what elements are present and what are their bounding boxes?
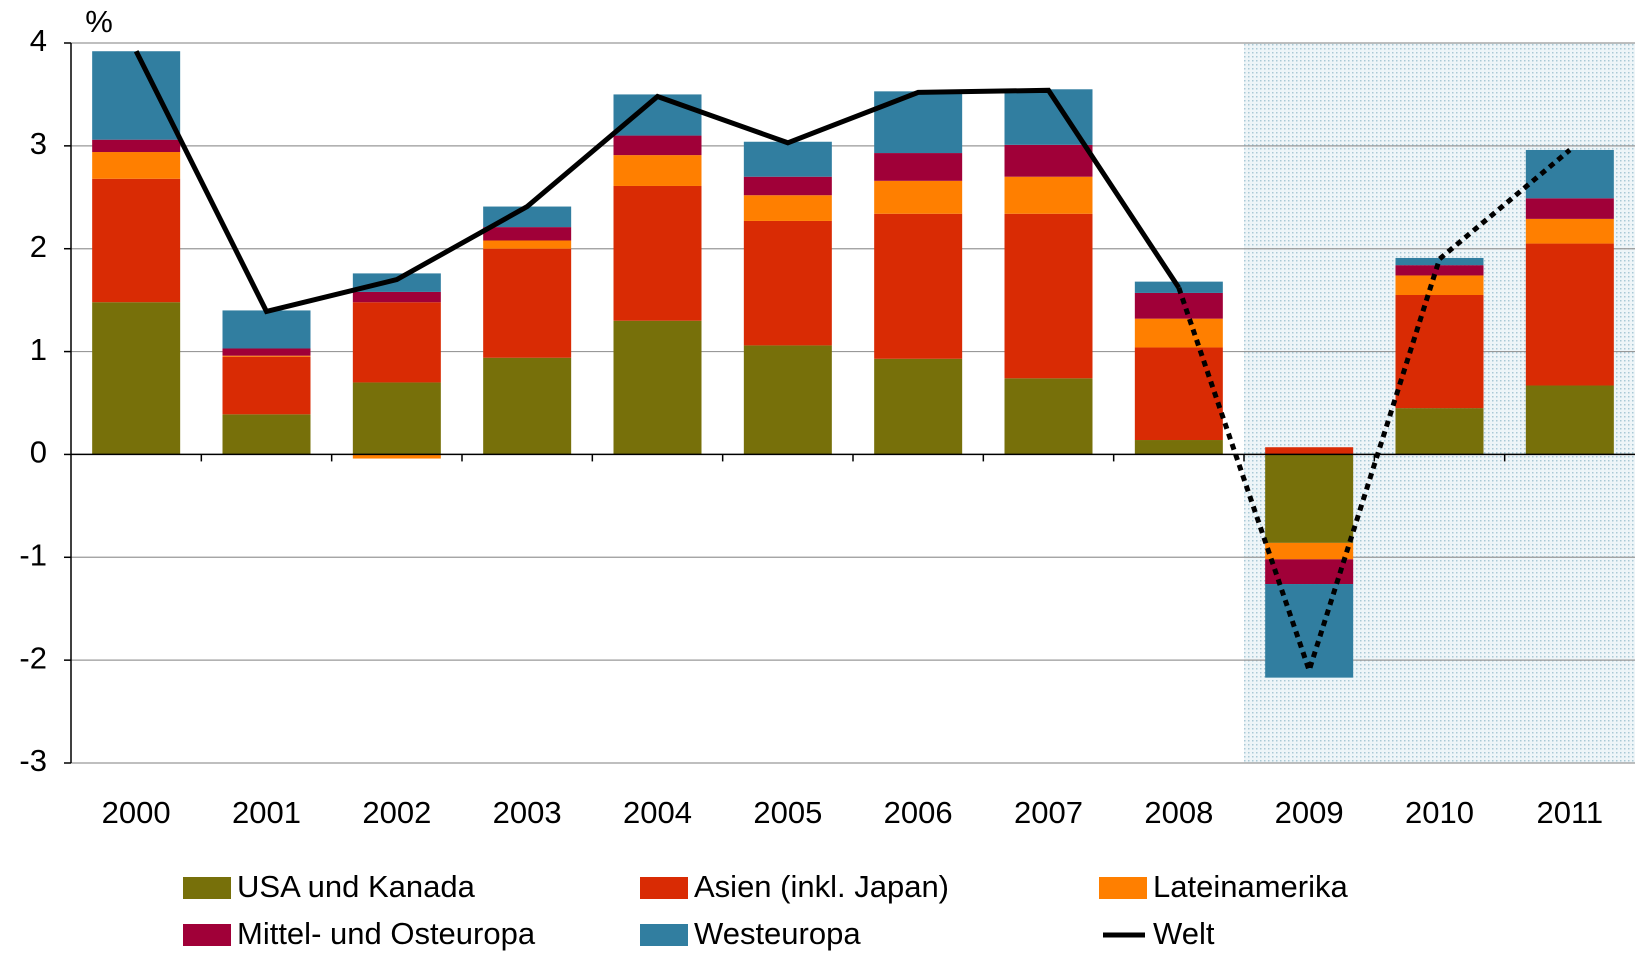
legend-swatch: [1099, 877, 1147, 899]
bar-segment: [743, 220, 832, 346]
bar-segment: [352, 382, 441, 455]
legend-label: Westeuropa: [694, 916, 861, 951]
bar-segment: [483, 248, 572, 358]
x-tick-label: 2000: [102, 795, 171, 830]
legend-label: USA und Kanada: [237, 869, 476, 904]
bar-segment: [743, 141, 832, 177]
bar-segment: [1265, 454, 1354, 543]
bar-segment: [874, 91, 963, 154]
bar-segment: [483, 206, 572, 228]
bar-segment: [92, 178, 181, 303]
bar-segment: [613, 320, 702, 455]
bar-segment: [1265, 447, 1354, 455]
y-tick-label: 0: [30, 435, 47, 470]
x-tick-label: 2006: [884, 795, 953, 830]
x-tick-label: 2002: [362, 795, 431, 830]
y-tick-label: -3: [19, 743, 47, 778]
bar-segment: [222, 348, 311, 356]
bar-segment: [743, 195, 832, 221]
bar-segment: [222, 355, 311, 357]
line-forecast: [1176, 148, 1572, 679]
bar-segment: [483, 240, 572, 249]
x-tick-label: 2004: [623, 795, 692, 830]
bar-segment: [1525, 198, 1614, 219]
bar-segment: [1134, 292, 1223, 319]
bar-segment: [1395, 257, 1484, 266]
legend-swatch: [640, 877, 688, 899]
y-tick-label: -1: [19, 537, 47, 572]
bar-segment: [743, 176, 832, 196]
x-tick-label: 2011: [1536, 795, 1603, 830]
legend-label: Welt: [1153, 916, 1215, 951]
y-tick-label: -2: [19, 640, 47, 675]
bar-segment: [1134, 347, 1223, 441]
bar-segment: [352, 302, 441, 383]
bar-segment: [352, 291, 441, 303]
bar-segment: [1265, 542, 1354, 560]
bar-segment: [874, 213, 963, 359]
bar-segment: [222, 310, 311, 349]
bar-segment: [874, 358, 963, 455]
x-tick-label: 2010: [1405, 795, 1474, 830]
legend-label: Mittel- und Osteuropa: [237, 916, 536, 951]
bar-segment: [1395, 275, 1484, 295]
bar-segment: [352, 454, 441, 459]
y-unit-label: %: [85, 4, 113, 39]
bar-segment: [1395, 265, 1484, 276]
bar-segment: [1525, 149, 1614, 199]
bar-segment: [1004, 144, 1093, 177]
bar-segment: [1265, 584, 1354, 678]
bar-segment: [483, 227, 572, 241]
y-tick-label: 2: [30, 229, 47, 264]
line-actual: [133, 50, 1181, 315]
bar-segment: [613, 135, 702, 156]
bar-segment: [1525, 385, 1614, 455]
bar-segment: [483, 357, 572, 455]
bar-segment: [92, 302, 181, 455]
bar-segment: [1525, 218, 1614, 244]
bar-segment: [1004, 378, 1093, 455]
legend-swatch: [640, 924, 688, 946]
bar-segment: [1525, 243, 1614, 386]
bar-segment: [613, 185, 702, 321]
bar-segment: [743, 345, 832, 455]
bar-segment: [1395, 408, 1484, 455]
legend-label: Asien (inkl. Japan): [694, 869, 949, 904]
bar-segment: [92, 51, 181, 140]
x-tick-label: 2005: [753, 795, 822, 830]
x-tick-label: 2009: [1275, 795, 1344, 830]
legend-swatch: [183, 877, 231, 899]
bar-segment: [1004, 176, 1093, 214]
bar-segment: [613, 94, 702, 136]
bar-segment: [874, 180, 963, 214]
bar-segment: [92, 152, 181, 179]
legend-swatch: [183, 924, 231, 946]
bar-segment: [1004, 213, 1093, 379]
y-tick-label: 4: [30, 23, 47, 58]
x-tick-label: 2001: [232, 795, 301, 830]
x-tick-label: 2007: [1014, 795, 1083, 830]
bar-segment: [874, 153, 963, 181]
bar-segment: [222, 356, 311, 415]
bar-segment: [1134, 440, 1223, 455]
bar-segment: [1134, 318, 1223, 348]
y-tick-label: 1: [30, 332, 47, 367]
x-tick-label: 2003: [493, 795, 562, 830]
bar-segment: [92, 139, 181, 153]
bar-segment: [222, 414, 311, 455]
bar-segment: [613, 155, 702, 186]
y-tick-label: 3: [30, 126, 47, 161]
legend-label: Lateinamerika: [1153, 869, 1348, 904]
x-tick-label: 2008: [1144, 795, 1213, 830]
